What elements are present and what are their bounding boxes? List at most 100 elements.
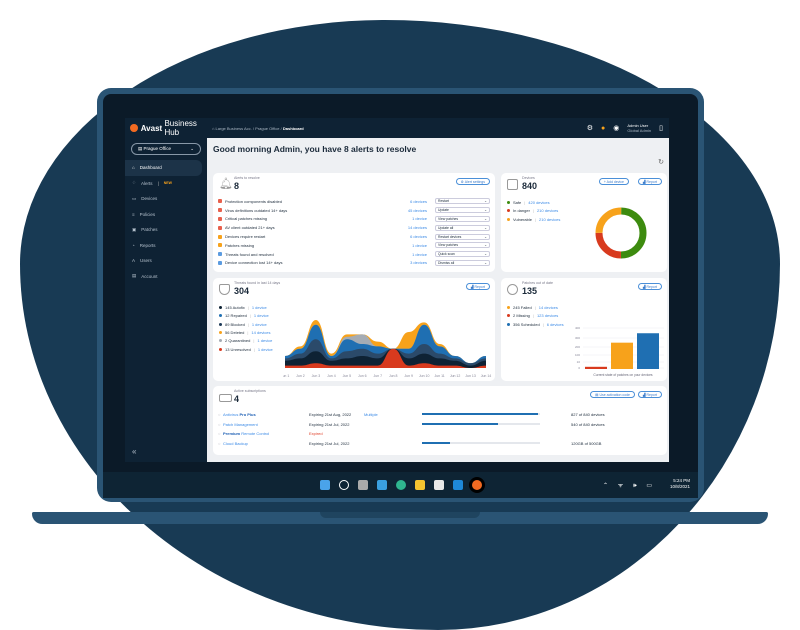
devices-card: Devices 840 + Add device ▟ Report Safe | 4… [501, 173, 667, 272]
alert-devices-link[interactable]: 6 devices [410, 198, 427, 204]
system-tray[interactable]: ⌃ ᯤ 🕪︎ ▭ [603, 483, 656, 489]
alert-action-select[interactable]: Restart ⌄ [435, 198, 490, 205]
widgets-icon[interactable] [376, 480, 387, 490]
legend-dot [219, 347, 222, 351]
legend-devices-link[interactable]: 14 devices [538, 305, 558, 310]
logo[interactable]: Avast Business Hub [130, 119, 212, 137]
threats-report-button[interactable]: ▟ Report [465, 283, 490, 290]
alert-action-select[interactable]: View patches ⌄ [435, 242, 490, 249]
legend-item: 356 Scheduled | 6 devices [507, 322, 564, 327]
clock[interactable]: 5:24 PM 10/8/2021 [669, 478, 690, 489]
product-icon: ◌ [218, 421, 221, 427]
monitor-icon: ▭ [132, 195, 137, 201]
alert-severity-icon [218, 208, 222, 213]
x-tick-label: Jun 2 [296, 374, 305, 378]
subscription-row: ◌ Patch Management Expiring 21st Jul, 2022… [218, 421, 605, 427]
taskbar: ⌃ ᯤ 🕪︎ ▭ 5:24 PM 10/8/2021 [103, 472, 698, 498]
legend-devices-link[interactable]: 1 device [251, 321, 267, 327]
sidebar-item-patches[interactable]: ▣ Patches [132, 226, 158, 233]
alert-row: Threats found and resolved 1 device Quick … [218, 250, 490, 259]
avast-taskbar-icon[interactable] [471, 480, 482, 490]
devices-donut-chart [595, 207, 647, 259]
area-series-13-unresolved [285, 348, 486, 368]
subscription-name-link[interactable]: Cloud Backup [223, 440, 248, 446]
patches-card: Patches out of date 135 ▟ Report 245 Fai… [501, 278, 667, 381]
chevron-down-icon: ⌄ [484, 252, 487, 257]
legend-devices-link[interactable]: 1 device [257, 346, 273, 352]
top-bar: Avast Business Hub ⌂ Large Business Acc.… [125, 118, 669, 138]
alert-devices-link[interactable]: 3 devices [410, 260, 427, 266]
subscriptions-card: Active subscriptions 4 ▤ Use activation … [213, 386, 667, 455]
sidebar-item-policies[interactable]: ≡ Policies [132, 211, 156, 217]
legend-devices-link[interactable]: 210 devices [536, 208, 559, 214]
alert-row: Virus definitions outdated 14+ days 45 de… [218, 206, 490, 215]
alert-row: Critical patches missing 1 device View pat… [218, 215, 490, 224]
patches-report-button[interactable]: ▟ Report [637, 283, 662, 290]
legend-item: Vulnerable | 210 devices [507, 217, 560, 222]
start-icon[interactable] [319, 480, 330, 490]
alert-devices-link[interactable]: 45 devices [407, 207, 427, 213]
alert-action-select[interactable]: Restart devices ⌄ [435, 233, 490, 240]
alert-devices-link[interactable]: 1 device [412, 251, 427, 257]
alert-devices-link[interactable]: 14 devices [407, 225, 427, 231]
alert-action-select[interactable]: View patches ⌄ [435, 215, 490, 222]
bar-failed [611, 342, 633, 369]
subscription-name-link[interactable]: Premium Remote Control [223, 431, 270, 437]
sidebar-item-alerts[interactable]: ♢ Alerts | NEW [132, 180, 172, 186]
search-icon[interactable] [338, 480, 349, 490]
bar-chart-caption: Current state of patches on your devices [593, 373, 653, 377]
edge-icon[interactable] [395, 480, 406, 490]
file-explorer-icon[interactable] [414, 480, 425, 490]
gear-icon[interactable]: ⚙ [586, 125, 593, 132]
mail-icon[interactable] [452, 480, 463, 490]
product-icon: ◌ [218, 440, 221, 446]
legend-dot [219, 306, 222, 309]
alert-action-select[interactable]: Dismiss all ⌄ [435, 259, 490, 266]
store-icon[interactable] [433, 480, 444, 490]
donut-slice-in-danger [595, 207, 647, 259]
refresh-icon[interactable]: ↻ [658, 159, 664, 166]
subscription-name-link[interactable]: Antivirus Pro Plus [223, 412, 256, 418]
screen: Avast Business Hub ⌂ Large Business Acc.… [125, 118, 669, 462]
sidebar-item-dashboard[interactable]: ⌂ Dashboard [125, 160, 202, 176]
avatar[interactable]: ◉ [613, 125, 620, 132]
use-activation-code-button[interactable]: ▤ Use activation code [590, 391, 635, 398]
alert-action-select[interactable]: Update all ⌄ [435, 224, 490, 231]
alert-action-select[interactable]: Quick scan ⌄ [435, 251, 490, 258]
subscription-name-link[interactable]: Patch Management [223, 421, 258, 427]
crumb-office[interactable]: Prague Office [255, 125, 280, 131]
office-selector[interactable]: ▤ Prague Office ⌄ [131, 143, 201, 155]
alert-row: Devices require restart 6 devices Restart … [218, 232, 490, 241]
alert-devices-link[interactable]: 6 devices [410, 234, 427, 240]
task-view-icon[interactable] [357, 480, 368, 490]
sidebar-item-reports[interactable]: ◔ Reports [132, 242, 156, 248]
legend-dot [507, 314, 510, 318]
alert-devices-link[interactable]: 1 device [412, 216, 427, 222]
devices-report-button[interactable]: ▟ Report [637, 178, 662, 185]
alert-action-select[interactable]: Update ⌄ [435, 207, 490, 214]
alert-devices-link[interactable]: 1 device [412, 242, 427, 248]
sidebar-item-devices[interactable]: ▭ Devices [132, 195, 158, 202]
user-info[interactable]: Admin User Global Admin [627, 123, 652, 133]
multiple-link[interactable]: Multiple [364, 412, 378, 418]
legend-devices-link[interactable]: 6 devices [546, 321, 564, 327]
apps-icon[interactable]: ▯ [659, 125, 663, 132]
notifications-icon[interactable]: ● [601, 124, 606, 132]
legend-devices-link[interactable]: 1 device [251, 305, 267, 310]
legend-devices-link[interactable]: 123 devices [536, 313, 559, 319]
legend-devices-link[interactable]: 14 devices [251, 329, 271, 335]
legend-devices-link[interactable]: 1 device [257, 338, 273, 344]
legend-devices-link[interactable]: 210 devices [539, 216, 561, 222]
shield-icon [219, 284, 230, 295]
add-device-button[interactable]: + Add device [598, 178, 629, 185]
sidebar-item-users[interactable]: A Users [132, 258, 152, 264]
legend-devices-link[interactable]: 1 device [253, 313, 269, 319]
crumb-account[interactable]: Large Business Acc. [215, 125, 252, 131]
collapse-sidebar-icon[interactable]: « [132, 447, 137, 456]
alert-settings-button[interactable]: ⚙ Alert settings [455, 178, 490, 185]
chevron-down-icon: ⌄ [484, 208, 487, 213]
subscriptions-report-button[interactable]: ▟ Report [637, 391, 662, 398]
legend-devices-link[interactable]: 420 devices [528, 200, 550, 205]
sidebar-item-account[interactable]: ▤ Account [132, 273, 158, 279]
legend-item: In danger | 210 devices [507, 208, 558, 213]
